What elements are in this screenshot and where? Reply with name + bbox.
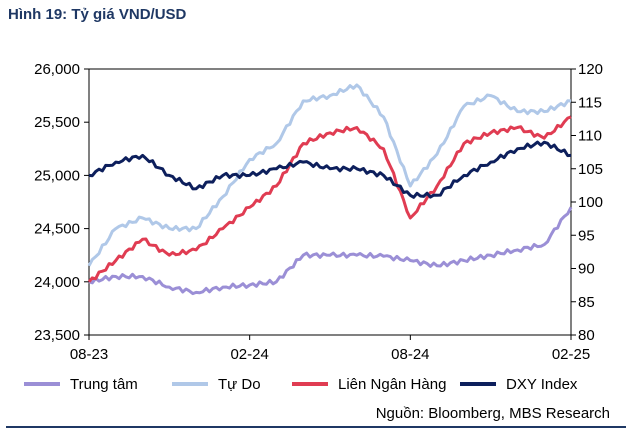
right-tick-label: 85 <box>578 294 595 311</box>
left-tick-label: 25,500 <box>34 114 80 131</box>
legend: Trung tâm Tự Do Liên Ngân Hàng DXY Index <box>24 376 578 393</box>
left-tick-label: 24,500 <box>34 221 80 238</box>
right-axis: 80 85 90 95 100 105 110 115 120 <box>571 61 603 344</box>
series-line-2 <box>87 115 572 283</box>
series-lines <box>87 83 573 296</box>
bottom-rule <box>6 426 626 428</box>
right-tick-label: 120 <box>578 61 603 78</box>
legend-label: Trung tâm <box>70 376 138 393</box>
x-tick-label: 08-24 <box>391 346 429 363</box>
source-note: Nguồn: Bloomberg, MBS Research <box>375 405 610 422</box>
x-tick-label: 08-23 <box>70 346 108 363</box>
right-tick-label: 80 <box>578 327 595 344</box>
legend-label: Liên Ngân Hàng <box>338 376 446 393</box>
x-tick-label: 02-25 <box>552 346 590 363</box>
chart-title: Hình 19: Tỷ giá VND/USD <box>8 6 187 23</box>
right-tick-label: 95 <box>578 227 595 244</box>
right-tick-label: 100 <box>578 194 603 211</box>
left-tick-label: 25,000 <box>34 167 80 184</box>
series-line-3 <box>88 140 572 199</box>
left-axis: 23,500 24,000 24,500 25,000 25,500 26,000 <box>34 61 89 344</box>
x-axis: 08-23 02-24 08-24 02-25 <box>70 335 590 363</box>
series-line-1 <box>87 83 572 267</box>
x-tick-label: 02-24 <box>230 346 268 363</box>
left-tick-label: 23,500 <box>34 327 80 344</box>
legend-label: DXY Index <box>506 376 578 393</box>
left-tick-label: 24,000 <box>34 274 80 291</box>
right-tick-label: 90 <box>578 261 595 278</box>
plot-frame <box>88 68 572 336</box>
right-tick-label: 110 <box>578 128 602 145</box>
series-line-0 <box>88 206 573 296</box>
right-tick-label: 105 <box>578 161 603 178</box>
legend-label: Tự Do <box>218 376 261 393</box>
right-tick-label: 115 <box>578 94 602 111</box>
left-tick-label: 26,000 <box>34 61 80 78</box>
